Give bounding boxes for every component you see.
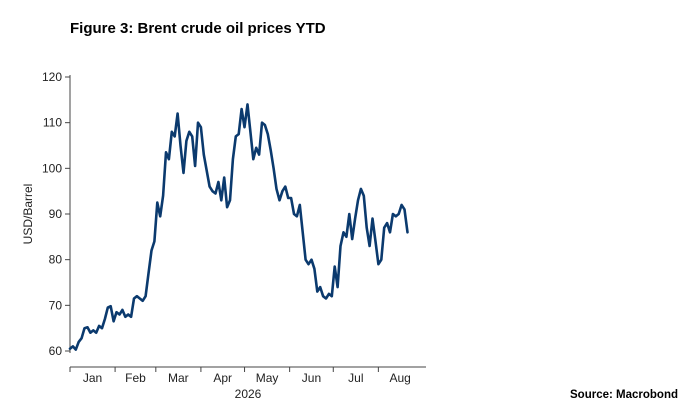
chart-title: Figure 3: Brent crude oil prices YTD (70, 20, 326, 37)
y-axis: 60 70 80 90 100 110 120 (42, 70, 71, 358)
x-tick-label: Apr (213, 371, 232, 385)
x-tick-label: Aug (390, 371, 411, 385)
y-tick-label: 90 (49, 207, 63, 221)
x-axis-year-label: 2026 (235, 387, 262, 401)
y-tick-label: 70 (49, 298, 63, 312)
y-tick-label: 110 (43, 116, 62, 130)
x-tick-label: May (256, 371, 279, 385)
x-axis: Jan Feb Mar Apr May Jun Jul Aug (69, 366, 426, 385)
source-note: Source: Macrobond (570, 389, 678, 401)
y-axis-label: USD/Barrel (21, 184, 35, 245)
y-tick-label: 120 (42, 70, 62, 84)
y-tick-label: 80 (49, 253, 63, 267)
series-group (68, 103, 409, 351)
x-tick-label: Jun (302, 371, 321, 385)
x-tick-label: Jan (83, 371, 102, 385)
x-tick-label: Jul (348, 371, 363, 385)
series-line-0 (68, 103, 409, 351)
y-tick-label: 60 (49, 344, 63, 358)
y-tick-label: 100 (42, 161, 62, 175)
x-tick-label: Feb (125, 371, 146, 385)
x-tick-label: Mar (168, 371, 189, 385)
